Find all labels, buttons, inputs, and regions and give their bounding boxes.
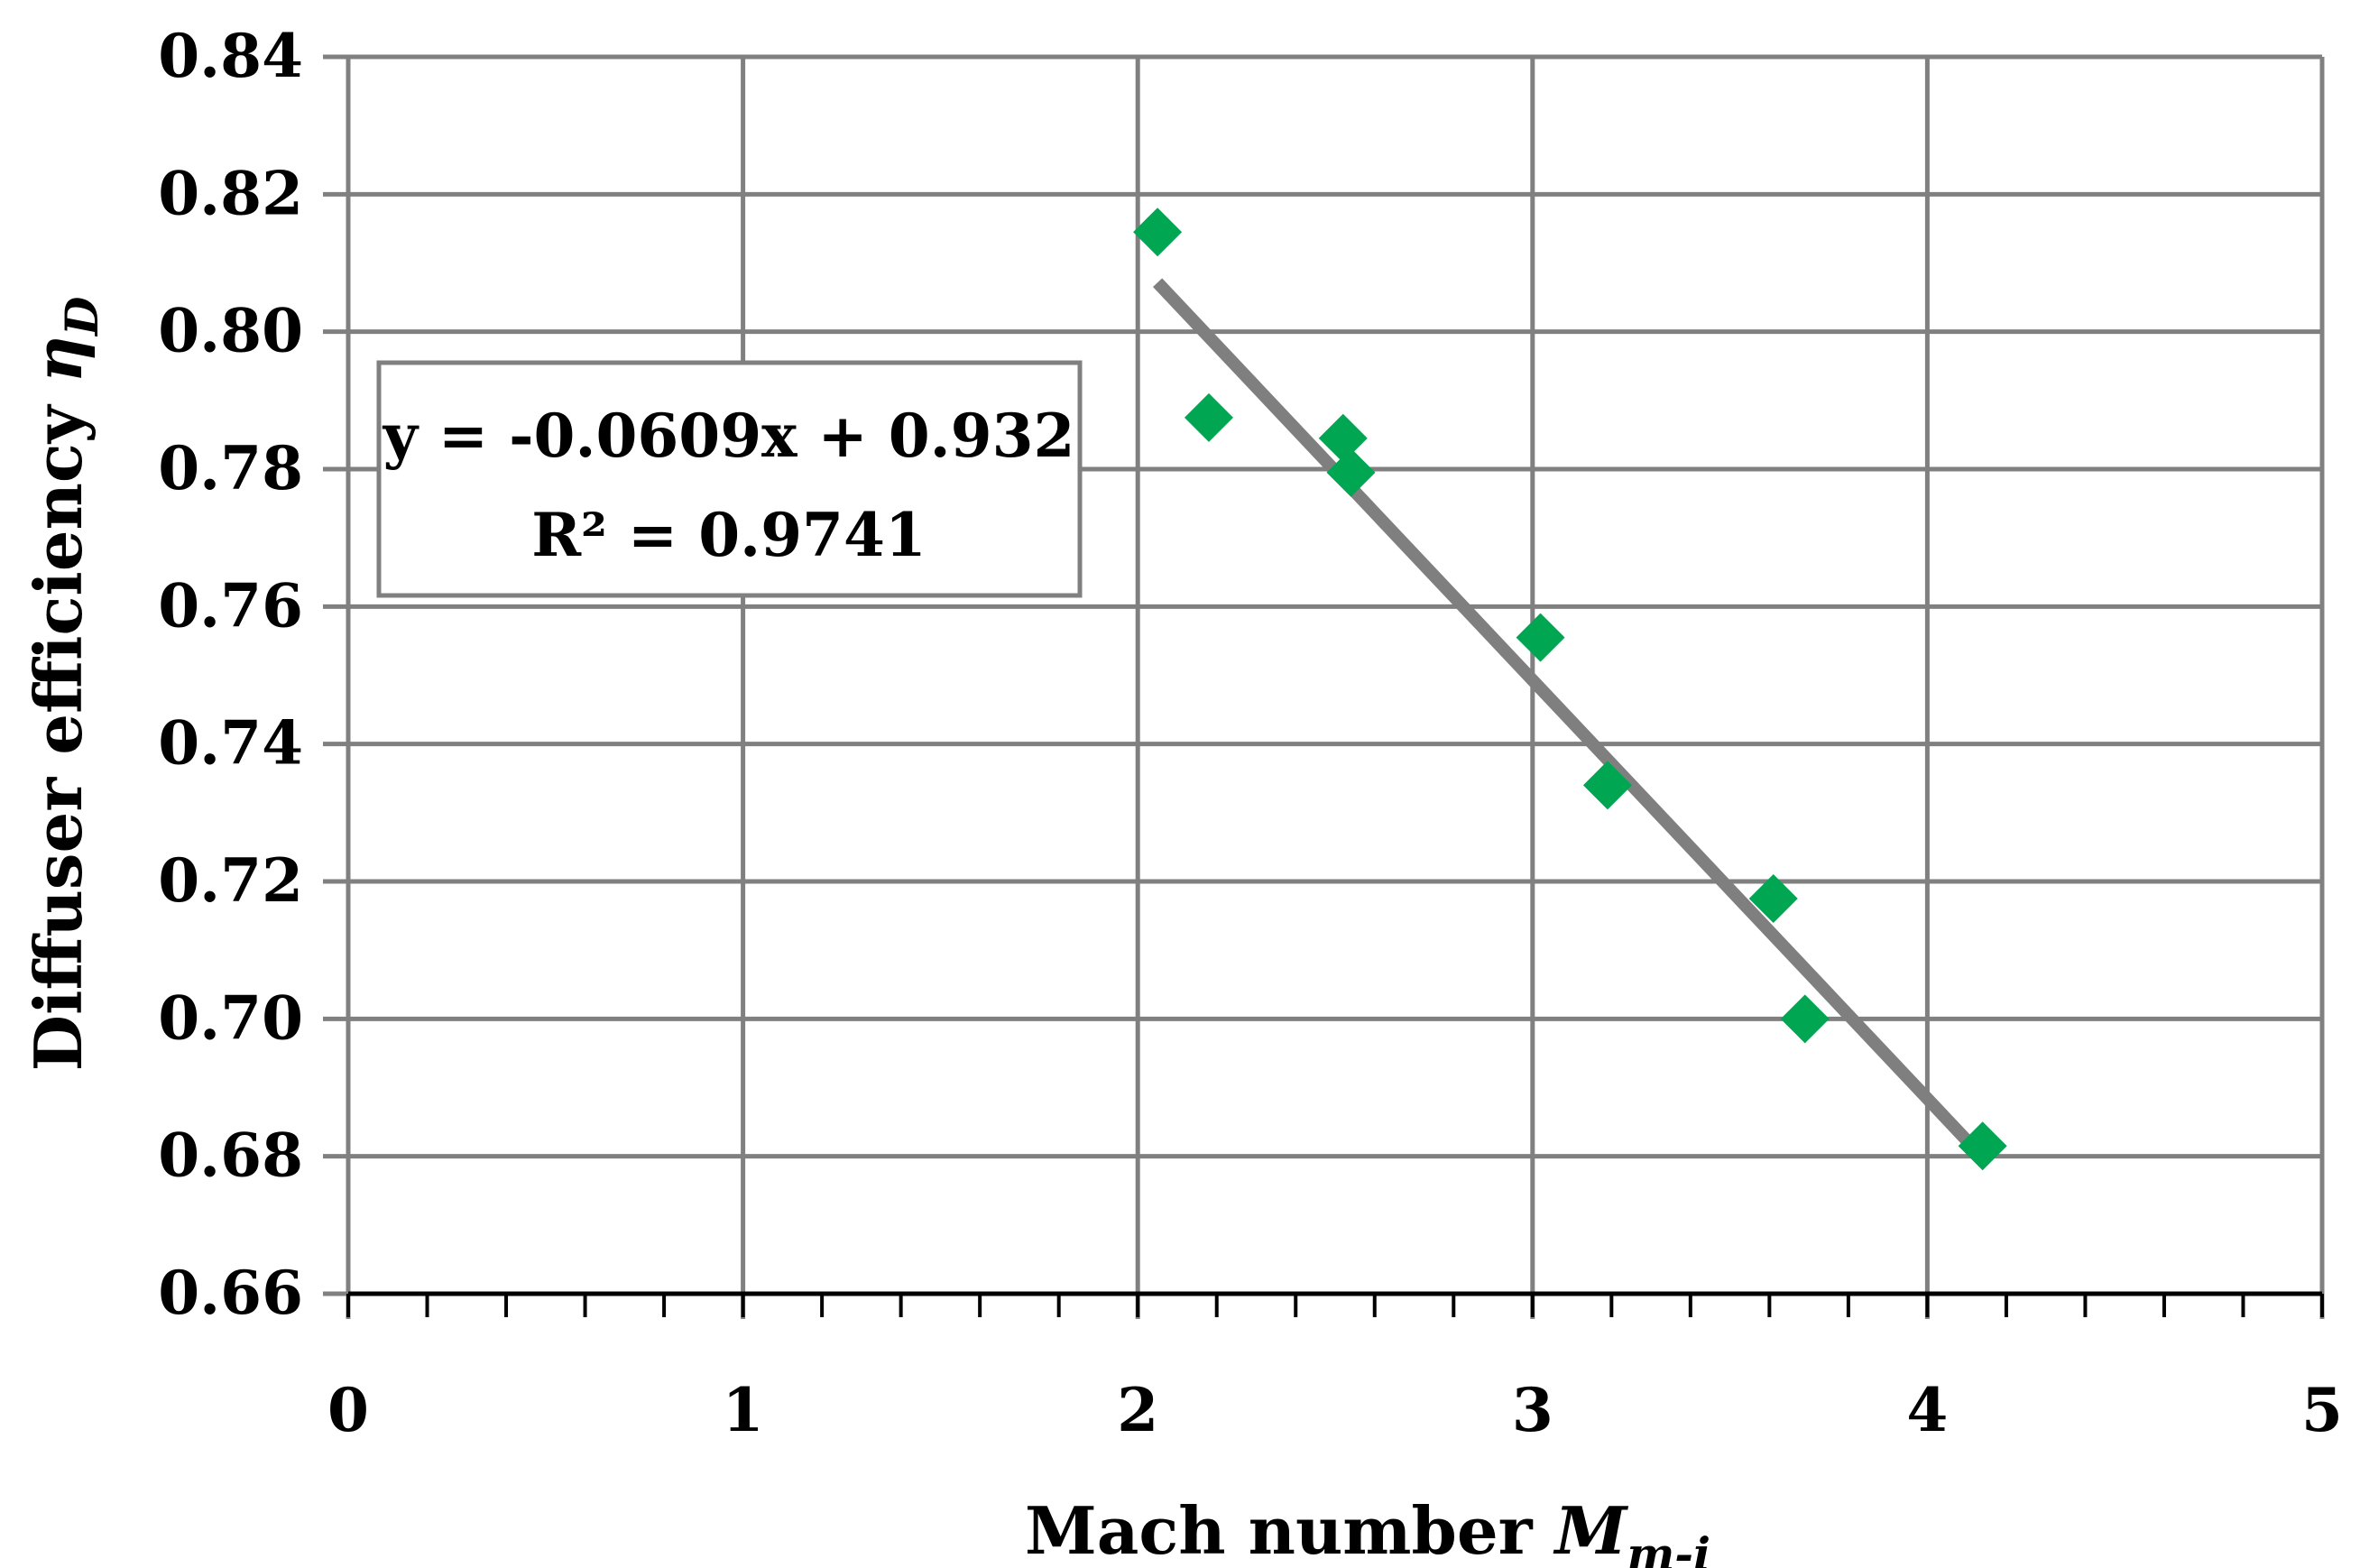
data-points <box>1133 208 2007 1171</box>
data-point-marker <box>1326 447 1376 497</box>
r-squared-label: R² = 0.9741 <box>531 500 926 570</box>
x-axis-tick-labels: 0 1 2 3 4 5 <box>327 1375 2343 1445</box>
trendline <box>1152 278 1987 1162</box>
data-point-marker <box>1582 761 1632 810</box>
x-axis-label: Mach number Mm-i <box>1025 1492 1710 1568</box>
y-tick-label: 0.84 <box>158 21 303 91</box>
x-axis-label-main: Mach number <box>1025 1492 1555 1568</box>
y-tick-label: 0.66 <box>158 1258 303 1328</box>
data-point-marker <box>1780 994 1830 1044</box>
y-axis-label-subscript: D <box>55 297 108 337</box>
trendline-equation: y = -0.0609x + 0.932 <box>383 401 1075 471</box>
y-axis-label: Diffuser efficiency ηD <box>20 297 108 1072</box>
x-axis-minor-ticks <box>346 1291 2324 1317</box>
x-tick-label: 3 <box>1512 1375 1553 1445</box>
y-tick-label: 0.78 <box>158 433 303 503</box>
y-tick-label: 0.80 <box>158 296 303 366</box>
y-axis-tick-labels: 0.66 0.68 0.70 0.72 0.74 0.76 0.78 0.80 0.82 0.84 <box>158 21 303 1328</box>
trendline-layer <box>1152 278 1987 1162</box>
equation-box: y = -0.0609x + 0.932 R² = 0.9741 <box>376 360 1083 598</box>
grid <box>323 54 2325 1319</box>
y-tick-label: 0.76 <box>158 570 303 641</box>
data-point-marker <box>1184 392 1233 442</box>
data-point-marker <box>1133 208 1183 257</box>
x-axis-label-symbol: M <box>1553 1492 1629 1568</box>
data-point-marker <box>1958 1121 2007 1171</box>
data-point-marker <box>1748 874 1798 924</box>
data-point-marker <box>1318 413 1368 463</box>
x-tick-label: 2 <box>1117 1375 1158 1445</box>
y-tick-label: 0.72 <box>158 845 303 916</box>
equation-box-frame <box>376 360 1083 598</box>
y-tick-label: 0.74 <box>158 708 303 779</box>
x-axis-label-subscript: m-i <box>1627 1527 1710 1568</box>
y-tick-label: 0.70 <box>158 982 303 1053</box>
x-tick-label: 0 <box>327 1375 369 1445</box>
x-tick-label: 5 <box>2301 1375 2343 1445</box>
y-tick-label: 0.82 <box>158 158 303 228</box>
y-axis-label-main: Diffuser efficiency <box>20 383 97 1071</box>
x-tick-label: 4 <box>1906 1375 1948 1445</box>
x-tick-label: 1 <box>723 1375 764 1445</box>
y-tick-label: 0.68 <box>158 1121 303 1191</box>
data-point-marker <box>1516 613 1565 662</box>
y-axis-label-symbol: η <box>20 336 97 383</box>
